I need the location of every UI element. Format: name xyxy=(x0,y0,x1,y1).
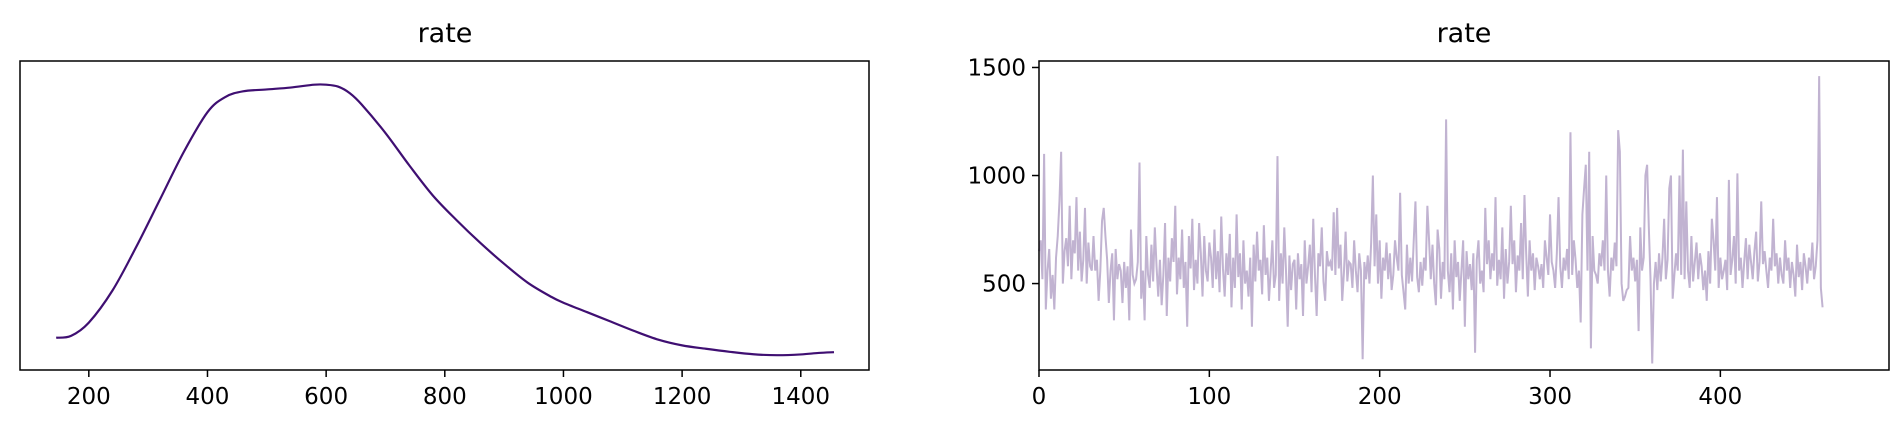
density-axes-frame xyxy=(19,60,870,371)
trace-y-ticks: 500 1000 1500 xyxy=(967,55,1039,298)
trace-axes-frame xyxy=(1038,60,1890,371)
trace-x-tick-label: 0 xyxy=(1032,384,1047,410)
density-title: rate xyxy=(418,18,473,49)
density-x-tick-label: 1400 xyxy=(771,384,830,410)
density-x-tick-label: 800 xyxy=(423,384,467,410)
density-panel: rate 200 400 600 800 1000 1200 1400 xyxy=(19,18,870,410)
trace-series-line xyxy=(1038,76,1824,364)
trace-x-ticks: 0 100 200 300 400 xyxy=(1032,370,1742,410)
trace-y-tick-label: 500 xyxy=(982,272,1026,298)
density-series-line xyxy=(56,83,835,357)
density-x-ticks: 200 400 600 800 1000 1200 1400 xyxy=(67,370,830,410)
trace-y-tick-label: 1500 xyxy=(967,55,1026,81)
trace-y-tick-label: 1000 xyxy=(967,164,1026,190)
density-x-tick-label: 600 xyxy=(304,384,348,410)
trace-x-tick-label: 200 xyxy=(1358,384,1402,410)
density-x-tick-label: 200 xyxy=(67,384,111,410)
density-x-tick-label: 1000 xyxy=(534,384,593,410)
trace-x-tick-label: 300 xyxy=(1528,384,1572,410)
trace-title: rate xyxy=(1437,18,1492,49)
density-x-tick-label: 1200 xyxy=(653,384,712,410)
density-x-tick-label: 400 xyxy=(186,384,230,410)
trace-x-tick-label: 100 xyxy=(1187,384,1231,410)
trace-x-tick-label: 400 xyxy=(1698,384,1742,410)
trace-panel: rate 0 100 200 300 400 500 1000 1500 xyxy=(967,18,1890,410)
